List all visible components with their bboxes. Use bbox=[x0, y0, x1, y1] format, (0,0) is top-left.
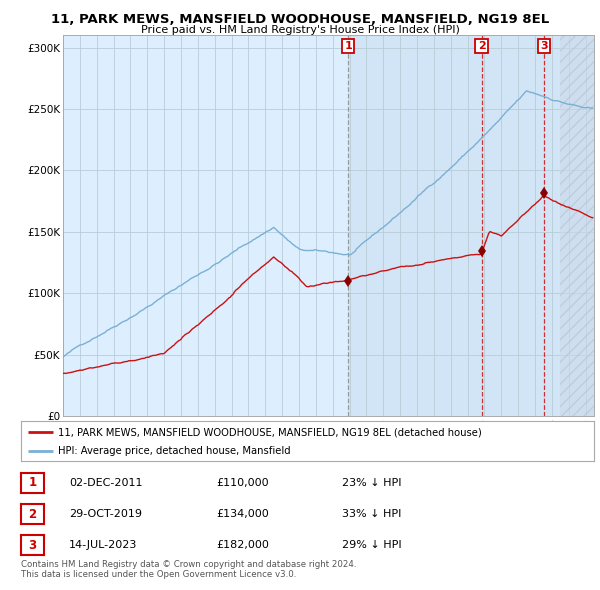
Text: 29-OCT-2019: 29-OCT-2019 bbox=[69, 509, 142, 519]
Text: 14-JUL-2023: 14-JUL-2023 bbox=[69, 540, 137, 550]
Text: 2: 2 bbox=[478, 41, 485, 51]
Text: 11, PARK MEWS, MANSFIELD WOODHOUSE, MANSFIELD, NG19 8EL: 11, PARK MEWS, MANSFIELD WOODHOUSE, MANS… bbox=[51, 13, 549, 26]
Text: 11, PARK MEWS, MANSFIELD WOODHOUSE, MANSFIELD, NG19 8EL (detached house): 11, PARK MEWS, MANSFIELD WOODHOUSE, MANS… bbox=[58, 427, 482, 437]
Text: 1: 1 bbox=[28, 476, 37, 490]
Text: 2: 2 bbox=[28, 507, 37, 521]
Text: 29% ↓ HPI: 29% ↓ HPI bbox=[342, 540, 401, 550]
Bar bbox=[560, 35, 594, 416]
Text: £182,000: £182,000 bbox=[216, 540, 269, 550]
Text: £134,000: £134,000 bbox=[216, 509, 269, 519]
Text: £110,000: £110,000 bbox=[216, 478, 269, 488]
Bar bbox=[348, 35, 594, 416]
Text: 3: 3 bbox=[28, 539, 37, 552]
Text: 02-DEC-2011: 02-DEC-2011 bbox=[69, 478, 143, 488]
Text: HPI: Average price, detached house, Mansfield: HPI: Average price, detached house, Mans… bbox=[58, 447, 291, 456]
Text: Price paid vs. HM Land Registry's House Price Index (HPI): Price paid vs. HM Land Registry's House … bbox=[140, 25, 460, 35]
Text: 3: 3 bbox=[540, 41, 548, 51]
Text: 1: 1 bbox=[344, 41, 352, 51]
Text: Contains HM Land Registry data © Crown copyright and database right 2024.
This d: Contains HM Land Registry data © Crown c… bbox=[21, 560, 356, 579]
Text: 23% ↓ HPI: 23% ↓ HPI bbox=[342, 478, 401, 488]
Text: 33% ↓ HPI: 33% ↓ HPI bbox=[342, 509, 401, 519]
